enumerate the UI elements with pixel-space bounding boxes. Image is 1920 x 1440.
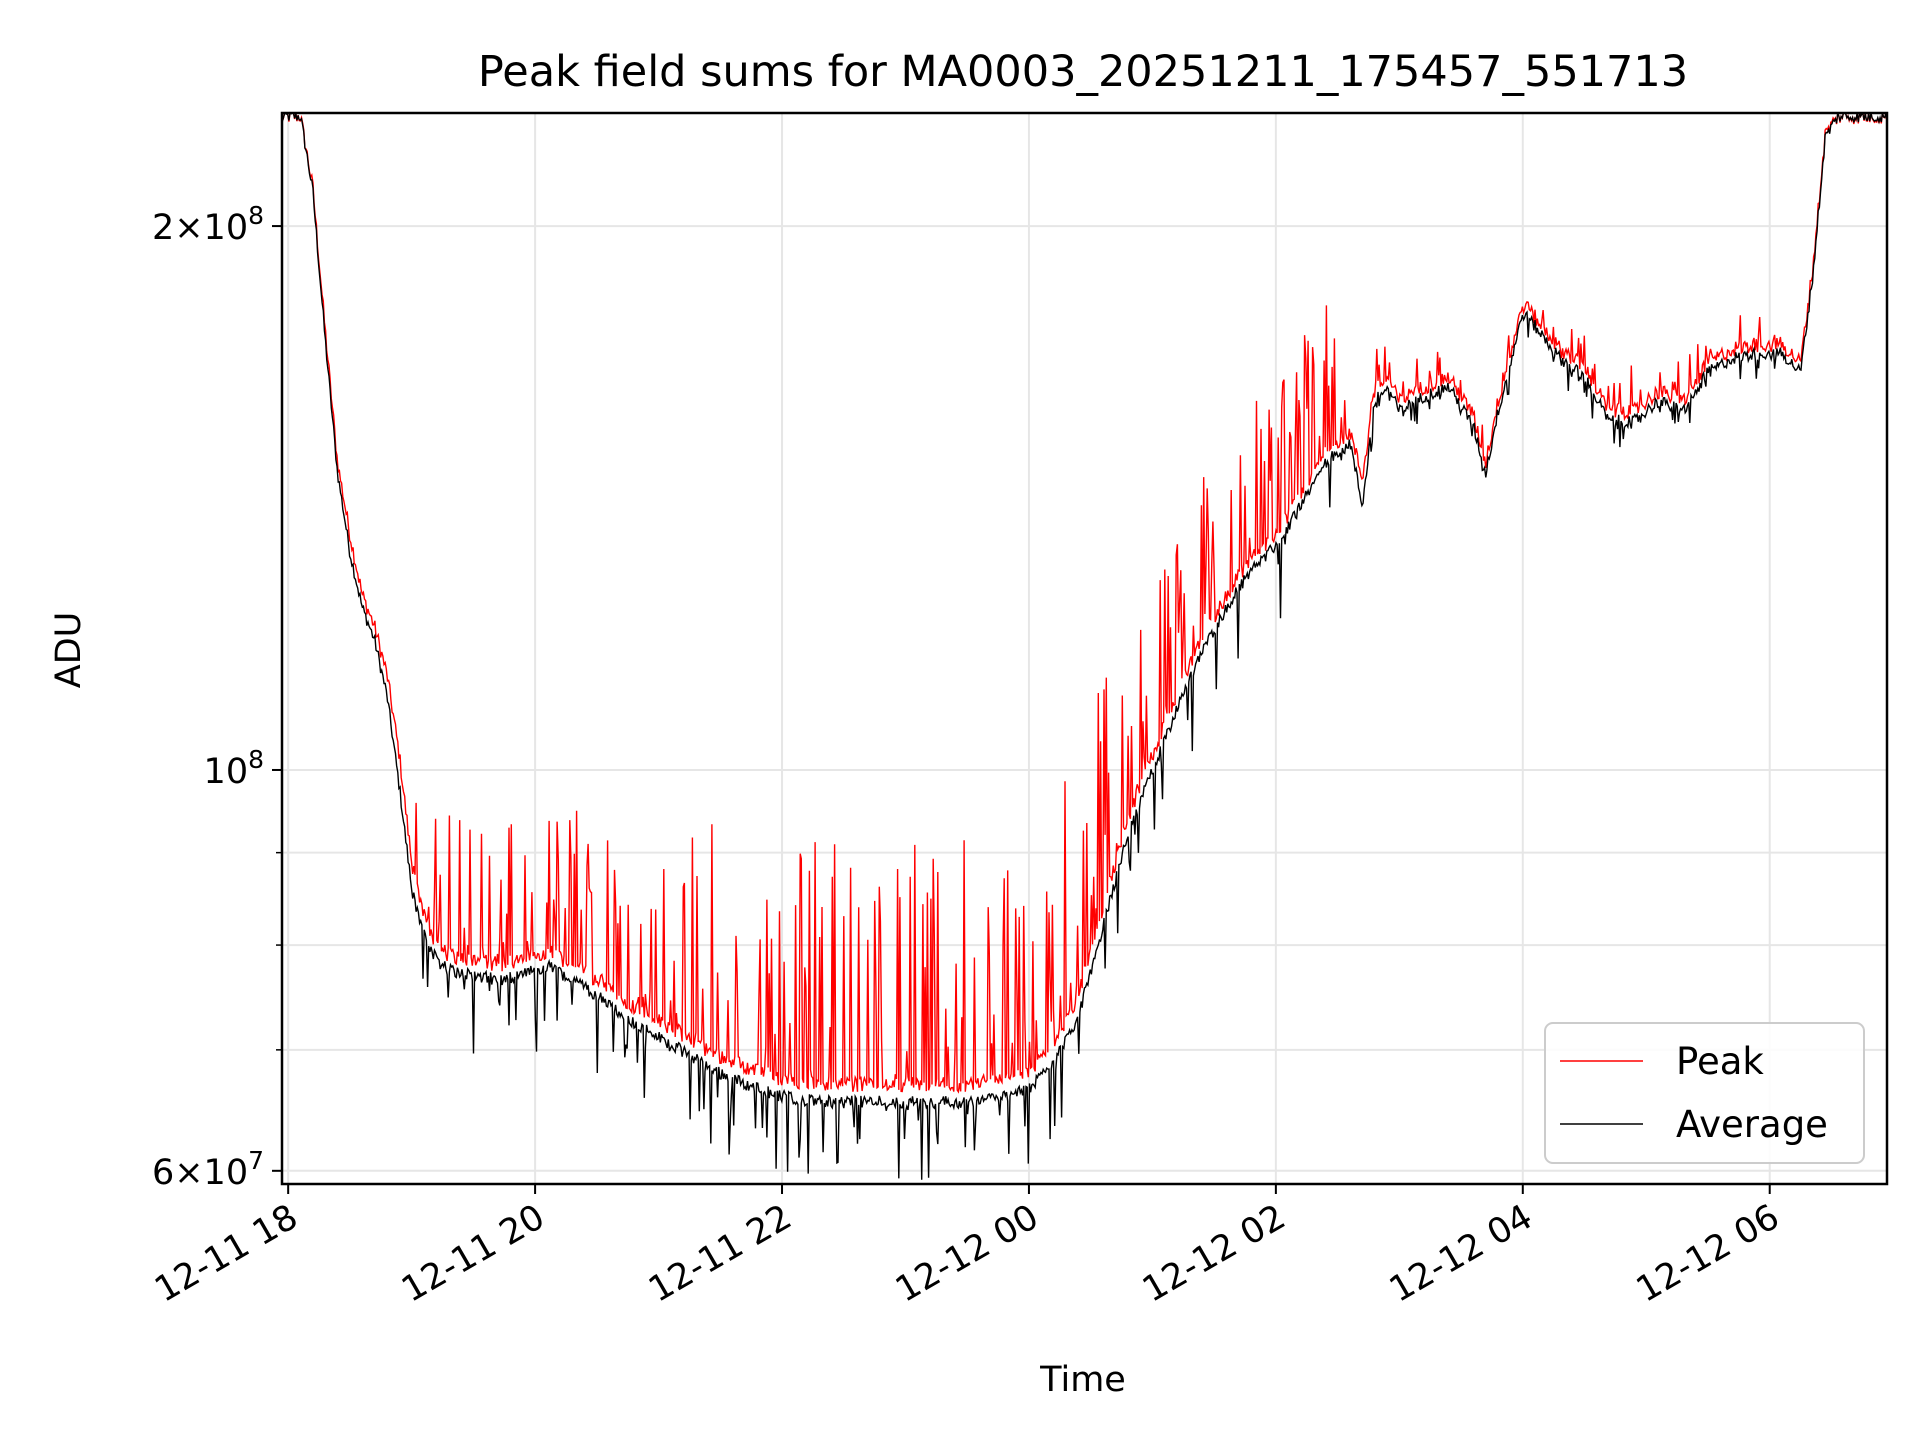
- plot-area-frame: [280, 111, 1889, 1186]
- chart-title: Peak field sums for MA0003_20251211_1754…: [478, 47, 1688, 97]
- series-line-peak: [281, 112, 1888, 1094]
- legend: Peak Average: [1544, 1022, 1865, 1164]
- y-tick-label: 108: [204, 745, 264, 792]
- legend-label-peak: Peak: [1676, 1040, 1764, 1083]
- legend-box: [1544, 1022, 1865, 1164]
- legend-label-average: Average: [1676, 1103, 1828, 1146]
- series-layer: [281, 111, 1888, 1180]
- y-axis-label: ADU: [49, 612, 89, 689]
- y-tick-label: 6×107: [152, 1146, 264, 1193]
- y-tick-label: 2×108: [152, 201, 264, 248]
- series-line-average: [281, 111, 1888, 1180]
- x-axis-label: Time: [1039, 1360, 1126, 1400]
